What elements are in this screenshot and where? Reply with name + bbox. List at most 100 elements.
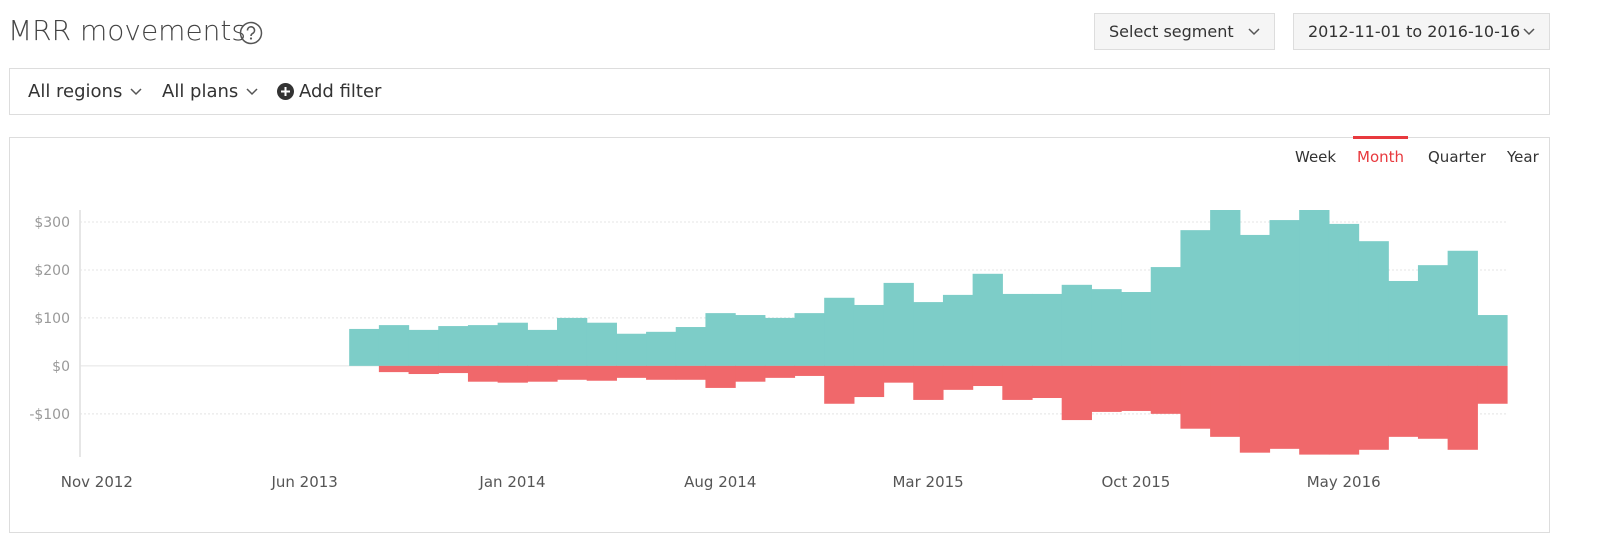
bar xyxy=(824,297,855,366)
bar xyxy=(1150,267,1182,366)
bar xyxy=(1002,293,1033,366)
x-tick-label: May 2016 xyxy=(1307,473,1381,491)
bar xyxy=(1002,365,1033,400)
bar xyxy=(378,365,410,373)
y-tick-label: $200 xyxy=(34,263,70,279)
period-tab[interactable]: Month xyxy=(1357,148,1405,166)
bar xyxy=(675,327,707,366)
bar xyxy=(1447,250,1478,366)
bar xyxy=(1091,365,1122,412)
plan-filter[interactable]: All plans xyxy=(162,81,258,102)
bar xyxy=(824,365,855,404)
bar xyxy=(408,365,439,375)
bar xyxy=(1269,220,1300,366)
bar xyxy=(438,365,469,374)
chart-panel xyxy=(9,137,1550,533)
page-title: MRR movements xyxy=(8,14,246,47)
x-tick-label: Jun 2013 xyxy=(270,473,337,491)
region-label: All regions xyxy=(28,81,123,102)
bar xyxy=(942,365,974,390)
bar xyxy=(646,365,677,380)
period-tab[interactable]: Year xyxy=(1507,148,1539,166)
bar xyxy=(349,328,380,366)
bar xyxy=(1417,265,1449,366)
add-filter[interactable]: Add filter xyxy=(277,81,381,102)
bar xyxy=(972,273,1003,366)
bar xyxy=(586,365,617,381)
bar xyxy=(467,325,499,366)
bar xyxy=(1121,292,1152,366)
bar xyxy=(883,365,914,383)
bar xyxy=(1358,241,1389,366)
bar xyxy=(1061,284,1092,366)
bar xyxy=(1180,365,1211,429)
bar xyxy=(408,329,439,366)
bar xyxy=(1299,210,1330,366)
bar xyxy=(1239,234,1271,366)
bar xyxy=(497,322,528,366)
bar xyxy=(1417,365,1449,439)
bar xyxy=(527,365,558,382)
segment-dropdown[interactable]: Select segment xyxy=(1094,13,1275,50)
bar xyxy=(794,365,825,376)
bar xyxy=(1388,365,1419,437)
y-tick-label: $300 xyxy=(34,215,70,231)
chevron xyxy=(246,87,258,95)
bar xyxy=(586,322,617,366)
bar xyxy=(764,317,796,366)
period-tab[interactable]: Quarter xyxy=(1428,148,1486,166)
bar xyxy=(1091,289,1122,366)
bar xyxy=(1299,365,1330,455)
bar xyxy=(1328,365,1360,455)
x-tick-label: Jan 2014 xyxy=(478,473,545,491)
bar xyxy=(467,365,499,382)
bar xyxy=(794,313,825,366)
bar xyxy=(1239,365,1271,453)
bar xyxy=(1477,365,1508,404)
bar xyxy=(378,325,410,366)
bar xyxy=(913,365,944,400)
bar xyxy=(705,313,736,366)
bar xyxy=(1358,365,1389,450)
bar xyxy=(1061,365,1092,421)
plus-icon xyxy=(277,83,294,100)
bar xyxy=(972,365,1003,387)
bar xyxy=(616,365,647,378)
bar xyxy=(1328,223,1360,366)
bar xyxy=(497,365,528,383)
bar xyxy=(853,365,885,398)
period-tab[interactable]: Week xyxy=(1295,148,1337,166)
add-filter-label: Add filter xyxy=(299,81,382,102)
bar xyxy=(1180,230,1211,366)
bar xyxy=(1210,210,1241,366)
bar xyxy=(735,315,766,366)
tab-indicator xyxy=(1353,136,1408,139)
date-range-dropdown[interactable]: 2012-11-01 to 2016-10-16 xyxy=(1293,13,1550,50)
y-tick-label: $0 xyxy=(52,359,70,375)
help-icon[interactable] xyxy=(239,21,263,45)
bar xyxy=(913,302,944,366)
bar xyxy=(646,331,677,366)
bar xyxy=(1447,365,1478,450)
segment-label: Select segment xyxy=(1109,22,1234,41)
chevron xyxy=(1523,27,1535,35)
bar xyxy=(557,365,588,380)
y-tick-label: $100 xyxy=(34,311,70,327)
bar xyxy=(942,294,974,366)
x-tick-label: Mar 2015 xyxy=(892,473,963,491)
chevron xyxy=(1248,27,1260,35)
bar xyxy=(853,304,885,366)
x-tick-label: Oct 2015 xyxy=(1101,473,1170,491)
y-tick-label: -$100 xyxy=(29,407,70,423)
chevron xyxy=(130,87,142,95)
bar xyxy=(438,326,469,366)
bar xyxy=(1477,315,1508,366)
bar xyxy=(735,365,766,382)
filter-bar xyxy=(9,68,1550,115)
region-filter[interactable]: All regions xyxy=(28,81,142,102)
bar xyxy=(1032,293,1063,366)
x-tick-label: Aug 2014 xyxy=(684,473,756,491)
bar xyxy=(557,317,588,366)
